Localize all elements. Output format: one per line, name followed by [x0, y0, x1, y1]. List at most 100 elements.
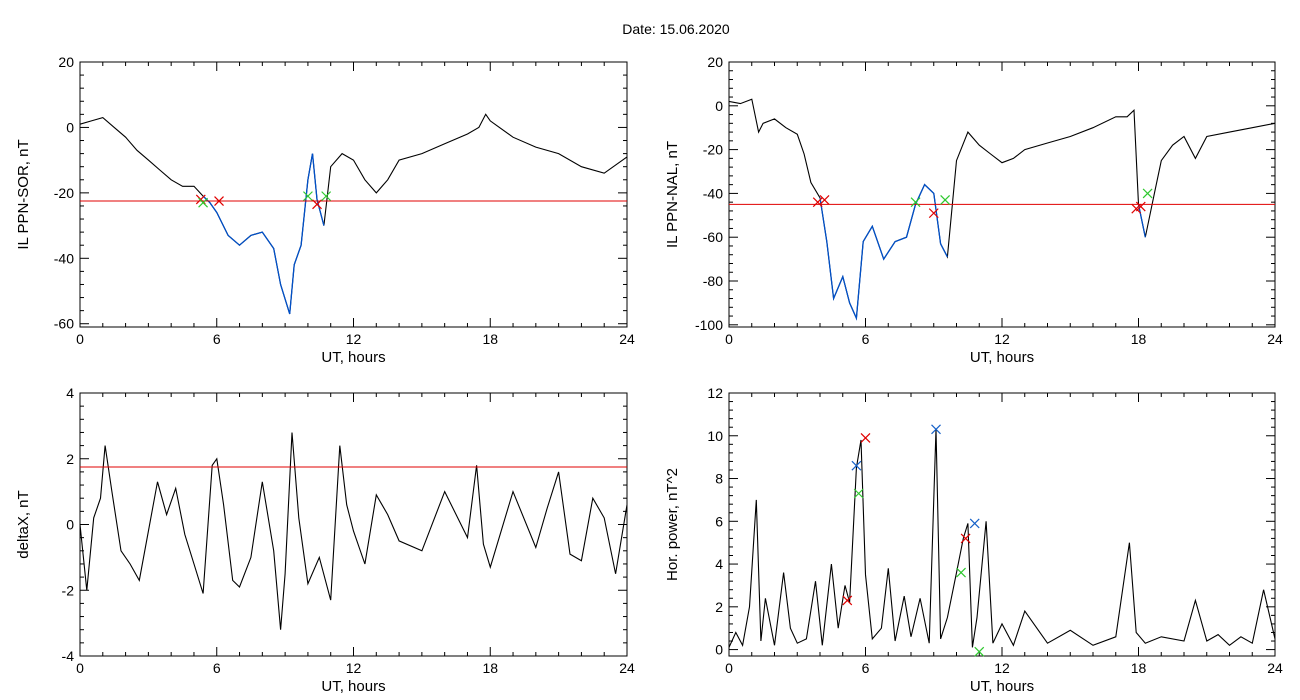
chart-panel-3: 0 6 12 18 24 4 2 0 -2 -4 UT, hours deltaX, nT: [15, 385, 635, 695]
x-tick-label: 12: [346, 660, 362, 676]
marker-red: [960, 533, 971, 544]
series-line: [728, 429, 1276, 648]
y-tick-label: 20: [707, 54, 723, 70]
y-tick-label: -20: [54, 185, 74, 201]
x-axis-label: UT, hours: [321, 349, 385, 366]
y-tick-label: 20: [58, 54, 74, 70]
x-tick-label: 6: [213, 331, 221, 347]
marker-stroke: [1135, 201, 1146, 212]
marker-red: [312, 199, 322, 210]
marker-stroke: [860, 432, 871, 443]
marker-red: [928, 208, 939, 219]
marker-stroke: [974, 646, 985, 657]
plot-frame: [728, 392, 1276, 657]
x-tick-label: 24: [1267, 331, 1283, 347]
y-tick-label: 12: [707, 385, 723, 401]
marker-stroke: [195, 194, 206, 205]
marker-stroke: [931, 424, 941, 435]
marker-red: [842, 595, 853, 606]
marker-stroke: [214, 196, 224, 206]
marker-red: [812, 197, 823, 208]
plot-frame: [728, 61, 1276, 328]
marker-stroke: [956, 567, 966, 578]
marker-stroke: [198, 197, 208, 208]
marker-stroke: [1142, 188, 1153, 199]
x-tick-label: 0: [76, 331, 84, 347]
y-tick-label: 6: [715, 513, 723, 529]
series-line: [79, 432, 628, 630]
chart-panel-2: 0 6 12 18 24 20 0 -20 -40 -60 -80 -100 UT, hours IL P…: [664, 54, 1283, 366]
marker-stroke: [928, 208, 939, 219]
y-tick-label: 0: [715, 98, 723, 114]
marker-green: [910, 197, 921, 208]
x-tick-label: 12: [994, 660, 1010, 676]
marker-green: [198, 197, 208, 208]
marker-stroke: [940, 195, 951, 205]
highlight-segment: [1137, 204, 1146, 238]
x-axis-label: UT, hours: [321, 678, 385, 695]
x-tick-label: 0: [76, 660, 84, 676]
x-tick-label: 12: [346, 331, 362, 347]
marker-stroke: [851, 460, 862, 471]
x-axis-label: UT, hours: [970, 349, 1034, 366]
marker-stroke: [819, 195, 830, 205]
x-tick-label: 6: [862, 331, 870, 347]
y-tick-label: -4: [62, 648, 75, 664]
marker-green: [956, 567, 966, 578]
marker-green: [974, 646, 985, 657]
marker-green: [321, 191, 332, 202]
y-tick-label: 10: [707, 428, 723, 444]
series-line: [79, 113, 628, 315]
marker-blue: [851, 460, 862, 471]
y-tick-label: -60: [703, 229, 723, 245]
x-tick-label: 24: [1267, 660, 1283, 676]
y-tick-label: 2: [66, 451, 74, 467]
marker-stroke: [312, 199, 322, 210]
marker-stroke: [321, 191, 332, 202]
marker-red: [860, 432, 871, 443]
y-tick-label: -2: [62, 582, 75, 598]
marker-green: [302, 191, 313, 202]
series-line: [728, 98, 1276, 321]
x-tick-label: 18: [482, 331, 498, 347]
plot-frame: [79, 61, 628, 328]
marker-stroke: [853, 488, 864, 499]
x-tick-label: 24: [619, 660, 635, 676]
y-tick-label: -80: [703, 273, 723, 289]
y-tick-label: -40: [703, 185, 723, 201]
marker-stroke: [302, 191, 313, 202]
x-tick-label: 24: [619, 331, 635, 347]
marker-green: [853, 488, 864, 499]
y-axis-label: Hor. power, nT^2: [664, 468, 681, 581]
marker-red: [214, 196, 224, 206]
y-tick-label: 0: [66, 517, 74, 533]
marker-stroke: [969, 518, 980, 529]
y-axis-label: IL PPN-SOR, nT: [15, 139, 32, 249]
y-tick-label: -60: [54, 316, 74, 332]
y-tick-label: 0: [715, 642, 723, 658]
x-tick-label: 12: [994, 331, 1010, 347]
chart-panel-4: 0 6 12 18 24 12 10 8 6 4 2 0 UT, hours Hor. power, nT…: [664, 385, 1283, 695]
y-tick-label: 4: [715, 556, 723, 572]
marker-blue: [931, 424, 941, 435]
chart-panel-1: 0 6 12 18 24 20 0 -20 -40 -60 UT, hours IL PPN-SOR,…: [15, 54, 635, 366]
y-tick-label: -40: [54, 250, 74, 266]
x-tick-label: 18: [482, 660, 498, 676]
marker-stroke: [812, 197, 823, 208]
y-tick-label: -20: [703, 142, 723, 158]
highlight-segment: [202, 153, 325, 315]
x-tick-label: 18: [1131, 331, 1147, 347]
x-axis-label: UT, hours: [970, 678, 1034, 695]
figure-title: Date: 15.06.2020: [622, 21, 730, 37]
y-axis-label: deltaX, nT: [15, 490, 32, 558]
x-tick-label: 0: [725, 660, 733, 676]
marker-stroke: [910, 197, 921, 208]
plot-frame: [79, 392, 628, 657]
marker-stroke: [960, 533, 971, 544]
y-tick-label: 4: [66, 385, 74, 401]
y-axis-label: IL PPN-NAL, nT: [664, 141, 681, 248]
x-tick-label: 0: [725, 331, 733, 347]
marker-red: [819, 195, 830, 205]
marker-green: [1142, 188, 1153, 199]
